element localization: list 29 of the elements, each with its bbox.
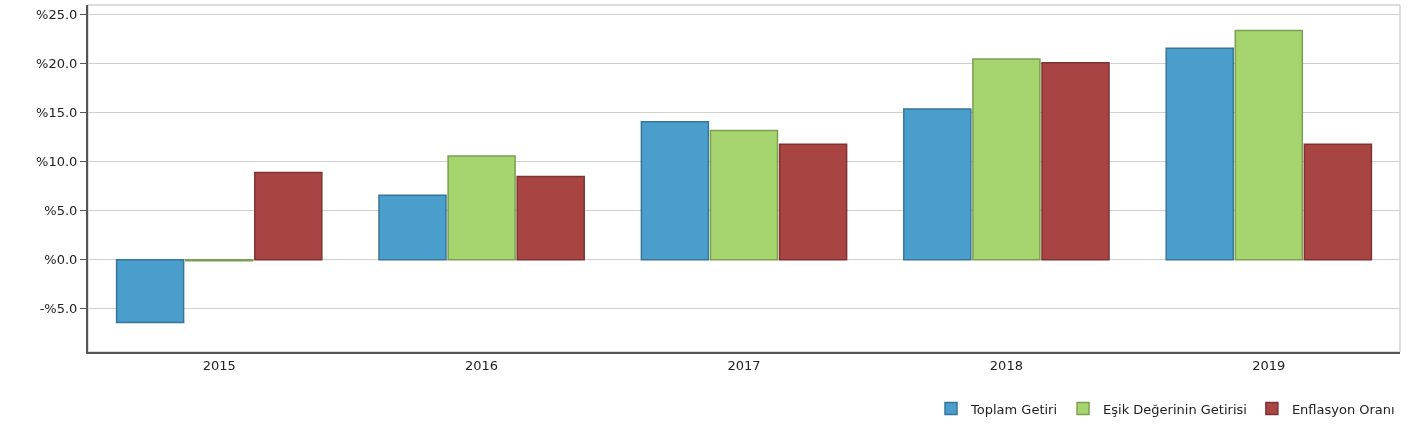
legend-label: Enflasyon Oranı	[1291, 401, 1395, 417]
bar	[972, 58, 1041, 261]
y-tick-label: %5.0	[44, 203, 78, 219]
x-tick-label: 2017	[727, 357, 761, 373]
bar	[447, 155, 516, 261]
bar	[778, 143, 848, 261]
bar	[1234, 29, 1304, 261]
legend-label: Eşik Değerinin Getirisi	[1103, 401, 1247, 417]
x-tick-label: 2019	[1252, 357, 1286, 373]
y-tick-label: %10.0	[36, 154, 78, 170]
bar	[115, 259, 185, 324]
bar	[516, 175, 585, 261]
y-tick-label: %25.0	[36, 7, 78, 23]
bar	[1041, 62, 1110, 261]
x-tick-label: 2015	[202, 357, 236, 373]
y-tick-label: %15.0	[36, 105, 78, 121]
legend-label: Toplam Getiri	[970, 401, 1058, 417]
y-tick-label: %0.0	[44, 252, 78, 268]
bar	[640, 120, 710, 261]
bar	[1303, 143, 1373, 261]
bar	[254, 171, 323, 261]
bar	[378, 194, 447, 261]
bar	[709, 129, 779, 261]
y-tick-label: -%5.0	[39, 301, 78, 317]
bar	[1165, 47, 1234, 261]
bar	[903, 108, 972, 261]
x-tick-label: 2016	[465, 357, 499, 373]
x-tick-label: 2018	[989, 357, 1023, 373]
y-tick-label: %20.0	[36, 56, 78, 72]
